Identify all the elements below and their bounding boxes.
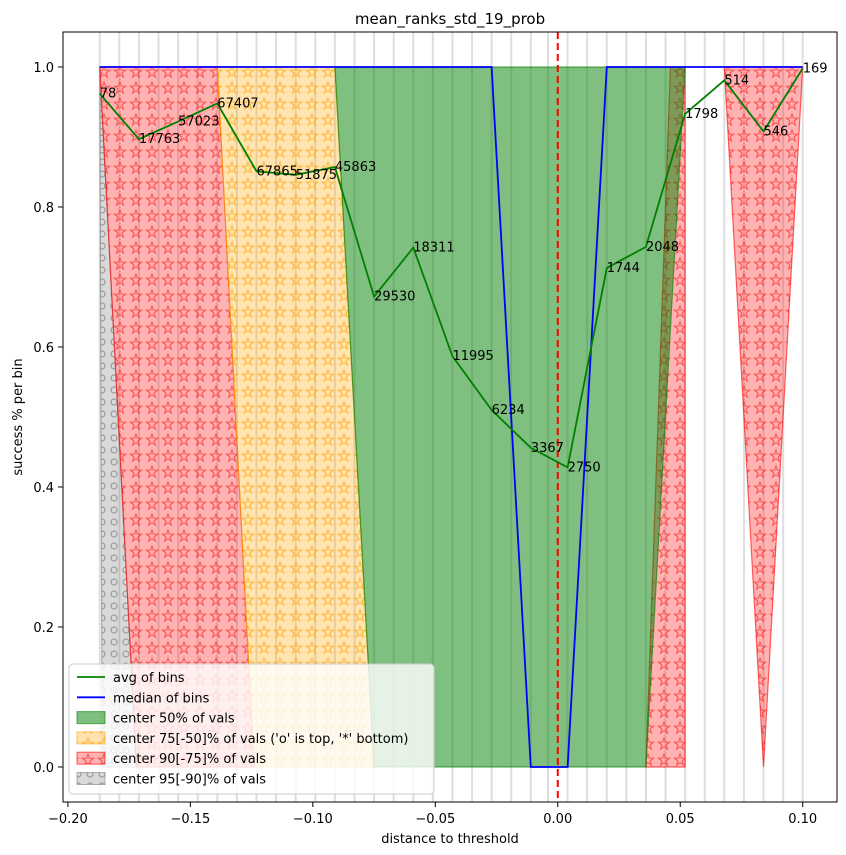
point-label: 18311 — [413, 241, 454, 256]
point-label: 29530 — [374, 290, 415, 305]
point-label: 67407 — [217, 96, 258, 111]
legend-patch-hatch — [77, 752, 105, 765]
x-tick-label: −0.10 — [293, 812, 333, 827]
point-label: 51875 — [296, 168, 337, 183]
y-tick-label: 0.2 — [33, 621, 54, 636]
y-tick-label: 0.4 — [33, 481, 54, 496]
y-tick-label: 0.6 — [33, 341, 54, 356]
point-label: 45863 — [335, 160, 376, 175]
x-axis-label: distance to threshold — [381, 832, 519, 847]
legend-label: center 95[-90]% of vals — [113, 773, 266, 788]
series-lines — [99, 66, 804, 768]
point-label: 57023 — [178, 115, 219, 130]
band-hatch — [99, 67, 255, 767]
chart-title: mean_ranks_std_19_prob — [355, 10, 545, 29]
y-tick-label: 1.0 — [33, 61, 54, 76]
legend-patch-hatch — [77, 731, 105, 744]
y-axis: 0.0 0.2 0.4 0.6 0.8 1.0 — [33, 61, 63, 776]
point-label: 546 — [764, 124, 789, 139]
legend-patch-swatch — [76, 711, 106, 725]
x-tick-label: 0.00 — [543, 812, 572, 827]
point-label: 78 — [100, 87, 117, 102]
y-axis-label: success % per bin — [11, 358, 26, 475]
point-label: 1798 — [685, 107, 718, 122]
legend-label: center 50% of vals — [113, 712, 235, 727]
plot-frame — [62, 31, 838, 803]
avg-line — [99, 67, 804, 469]
point-label: 2750 — [568, 460, 601, 475]
point-label: 169 — [803, 61, 828, 76]
x-tick-label: −0.15 — [170, 812, 210, 827]
point-label: 2048 — [646, 240, 679, 255]
legend-box — [68, 663, 435, 795]
point-label: 514 — [724, 73, 749, 88]
legend-label: center 90[-75]% of vals — [113, 752, 266, 767]
point-label: 6234 — [492, 403, 525, 418]
x-axis: −0.20 −0.15 −0.10 −0.05 0.00 0.05 0.10 — [48, 802, 817, 827]
band-hatch — [724, 67, 803, 767]
legend: avg of bins median of bins center 50% of v… — [68, 663, 435, 795]
x-tick-label: 0.05 — [666, 812, 695, 827]
x-tick-label: −0.20 — [48, 812, 88, 827]
point-label: 1744 — [607, 261, 640, 276]
median-line — [99, 66, 803, 768]
point-label: 11995 — [452, 349, 493, 364]
point-label: 67865 — [257, 164, 298, 179]
x-tick-label: 0.10 — [788, 812, 817, 827]
band-hatch — [217, 67, 375, 767]
x-tick-label: −0.05 — [415, 812, 455, 827]
y-tick-label: 0.0 — [33, 761, 54, 776]
point-label: 3367 — [531, 441, 564, 456]
point-label: 17763 — [139, 132, 180, 147]
legend-patch-hatch — [77, 772, 105, 785]
legend-label: avg of bins — [113, 671, 185, 686]
legend-label: median of bins — [113, 691, 210, 706]
legend-label: center 75[-50]% of vals ('o' is top, '*'… — [113, 732, 408, 747]
y-tick-label: 0.8 — [33, 201, 54, 216]
